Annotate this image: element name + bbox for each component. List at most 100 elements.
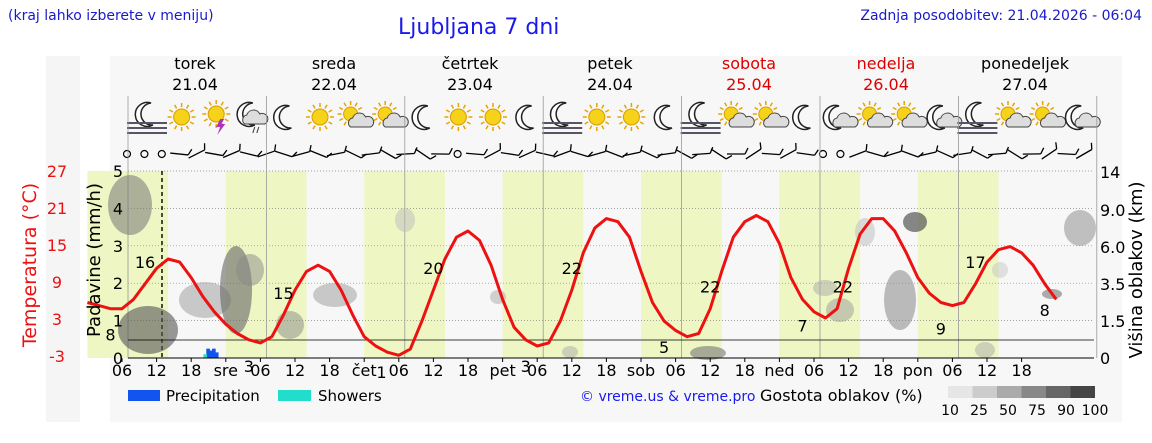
- legend-precip-swatch: [128, 390, 160, 401]
- sun-ray: [1046, 102, 1050, 107]
- sun-ray: [584, 109, 589, 113]
- sun-ray: [635, 125, 640, 130]
- temperature-label: 8: [105, 326, 115, 345]
- wind-barb: [866, 150, 889, 158]
- x-tick-label: 12: [838, 361, 858, 380]
- sun-icon: [167, 103, 196, 131]
- wind-calm: [818, 149, 828, 159]
- sun-ray: [224, 118, 229, 122]
- x-tick-label: pet: [489, 361, 515, 380]
- x-tick-label: sob: [627, 361, 655, 380]
- day-date: 21.04: [172, 75, 218, 94]
- wind-barb: [587, 144, 608, 158]
- sun-ray: [445, 109, 451, 113]
- cloud-patch: [1064, 210, 1096, 246]
- sun-ray: [584, 121, 589, 125]
- cloud-patch: [118, 306, 178, 354]
- wind-feather: [795, 142, 797, 150]
- moon-shape: [272, 104, 292, 131]
- sun-ray: [480, 109, 485, 113]
- temperature-label: 16: [135, 253, 155, 272]
- moon-shape: [236, 101, 256, 128]
- sun-ray: [307, 121, 312, 125]
- wind-shaft: [1057, 152, 1076, 156]
- cloud-scale-label: 90: [1057, 403, 1075, 419]
- wind-shaft: [745, 148, 762, 160]
- wind-feather: [691, 154, 698, 159]
- wind-feather: [518, 149, 524, 156]
- wind-shaft: [901, 150, 919, 158]
- day-name: torek: [174, 54, 216, 73]
- sun-ray: [605, 121, 610, 125]
- sun-ray: [445, 121, 451, 125]
- cloud-patch: [395, 208, 415, 232]
- sun-ray: [501, 109, 506, 113]
- wind-shaft: [344, 149, 362, 159]
- sun-ray: [312, 125, 316, 130]
- cloud-scale-label: 50: [999, 403, 1017, 419]
- moon-fog-icon: [127, 101, 167, 134]
- sun-ray: [169, 109, 174, 113]
- wind-feather: [344, 145, 348, 153]
- sun-ray: [754, 117, 759, 122]
- left-axis-tick: 4: [113, 199, 123, 218]
- sun-ray: [735, 102, 739, 107]
- x-tick-label: 06: [250, 361, 270, 380]
- legend-showers-label: Showers: [318, 387, 382, 405]
- wind-shaft: [796, 152, 815, 156]
- temperature-label: 15: [273, 284, 293, 303]
- sun-ray: [462, 104, 467, 109]
- cloud-scale-swatch: [948, 386, 973, 398]
- moon-icon: [653, 104, 673, 131]
- sun-ray: [601, 104, 605, 109]
- temp-axis-panel: [46, 56, 80, 422]
- wind-feather: [448, 147, 453, 155]
- right-axis-tick: 9.0: [1100, 201, 1125, 220]
- rain-drop: [252, 126, 256, 134]
- moon-shape: [791, 104, 811, 131]
- sun-ray: [497, 125, 501, 130]
- wind-shaft: [188, 149, 205, 159]
- sun-ray: [1000, 102, 1005, 107]
- wind-barb: [326, 145, 348, 157]
- sun-ray: [1050, 106, 1055, 111]
- sun-ray: [892, 117, 897, 122]
- temp-axis-tick: -3: [49, 347, 65, 366]
- cloud-shape: [1005, 112, 1032, 128]
- wind-feather: [604, 144, 608, 152]
- wind-feather: [222, 149, 228, 156]
- wind-barb: [535, 150, 559, 157]
- sun-ray: [1035, 121, 1039, 126]
- temperature-label: 17: [965, 253, 985, 272]
- temp-axis-tick: 9: [52, 273, 62, 292]
- day-date: 26.04: [863, 75, 909, 94]
- x-tick-label: 18: [873, 361, 893, 380]
- cloud-density-title: Gostota oblakov (%): [760, 386, 923, 405]
- sun-ray: [897, 121, 901, 126]
- wind-barb: [1041, 142, 1058, 160]
- sun-ray: [635, 104, 640, 109]
- sun-cloud-icon: [337, 101, 375, 128]
- sun-ray: [373, 106, 378, 111]
- wind-shaft: [622, 151, 641, 157]
- temp-axis-tick: 3: [52, 310, 62, 329]
- sun-ray: [378, 121, 382, 126]
- wind-shaft: [518, 149, 536, 159]
- wind-shaft: [222, 149, 240, 159]
- wind-feather: [1090, 142, 1093, 150]
- wind-barb: [239, 150, 263, 157]
- wind-shaft: [953, 151, 972, 157]
- sun-ray: [324, 125, 328, 130]
- wind-feather: [257, 150, 263, 157]
- x-tick-label: 06: [665, 361, 685, 380]
- sun-ray: [450, 125, 455, 130]
- sun-ray: [618, 121, 624, 125]
- lightning-bolt: [216, 119, 226, 135]
- sun-ray: [877, 106, 882, 111]
- wind-feather: [709, 146, 714, 154]
- wind-feather: [1021, 154, 1029, 160]
- temp-axis-tick: 27: [47, 162, 67, 181]
- wind-barb: [745, 142, 762, 160]
- temp-axis-tick: 21: [47, 199, 67, 218]
- sun-ray: [1035, 102, 1039, 107]
